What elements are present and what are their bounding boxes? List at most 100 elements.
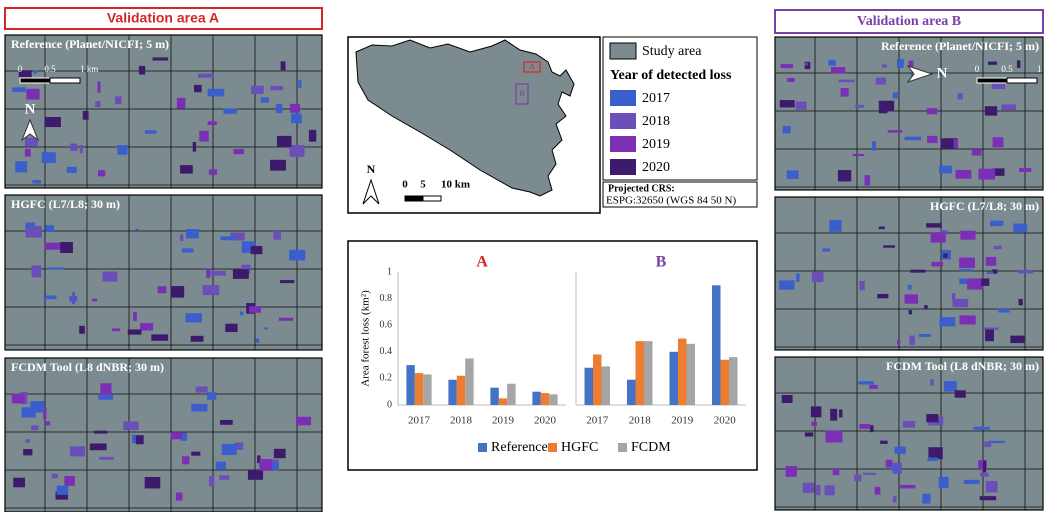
loss-patch [876, 78, 886, 85]
loss-patch [787, 78, 795, 82]
loss-patch [32, 265, 42, 277]
legend-label: 2019 [642, 137, 670, 152]
loss-patch [171, 432, 183, 439]
loss-patch [13, 478, 25, 488]
loss-patch [981, 278, 989, 285]
loss-patch [30, 401, 44, 413]
panel-label: Reference (Planet/NICFI; 5 m) [11, 37, 169, 51]
legend-swatch [610, 43, 636, 59]
panel-label: FCDM Tool (L8 dNBR; 30 m) [886, 359, 1039, 373]
loss-patch [831, 67, 845, 73]
loss-patch [251, 246, 263, 254]
loss-patch [1018, 299, 1022, 305]
legend-label: 2017 [642, 91, 670, 106]
loss-patch [908, 285, 912, 290]
scale-black [977, 78, 1007, 83]
loss-patch [872, 141, 876, 151]
bar [721, 360, 730, 405]
scale-black [20, 78, 50, 83]
bar [490, 388, 498, 405]
scale-black [405, 196, 423, 201]
scale-label: 10 km [441, 179, 470, 191]
scale-label: 1 km [1037, 64, 1047, 74]
loss-patch [882, 65, 887, 68]
loss-patch [779, 280, 794, 289]
loss-patch [180, 234, 183, 241]
bar [627, 380, 636, 405]
loss-patch [72, 292, 75, 304]
loss-patch [270, 160, 286, 171]
loss-patch [92, 299, 97, 302]
loss-patch [986, 257, 996, 266]
loss-patch [158, 286, 167, 293]
panel-label: HGFC (L7/L8; 30 m) [11, 197, 120, 211]
loss-patch [924, 305, 928, 309]
scale-label: 0 [975, 64, 980, 74]
map-panel [5, 195, 322, 350]
loss-patch [786, 466, 797, 477]
loss-patch [927, 108, 938, 114]
loss-patch [186, 313, 202, 322]
loss-patch [115, 96, 122, 104]
loss-patch [983, 461, 986, 473]
scale-label: 0.5 [1001, 64, 1013, 74]
loss-patch [830, 409, 837, 421]
loss-patch [261, 97, 269, 102]
loss-patch [905, 294, 919, 303]
legend-label: Study area [642, 44, 702, 59]
loss-patch [880, 441, 887, 444]
loss-patch [1017, 60, 1020, 68]
loss-patch [273, 231, 281, 240]
loss-patch [186, 229, 199, 238]
bar [406, 365, 414, 405]
loss-patch [220, 420, 233, 425]
legend-label: HGFC [561, 440, 598, 455]
loss-patch [80, 145, 83, 153]
loss-patch [26, 89, 39, 100]
loss-patch [248, 470, 263, 480]
loss-patch [98, 395, 113, 400]
loss-patch [15, 161, 27, 172]
loss-patch [298, 80, 301, 88]
loss-patch [191, 336, 204, 342]
loss-patch [858, 381, 874, 384]
loss-patch [112, 328, 120, 331]
loss-patch [203, 285, 219, 295]
legend-swatch [610, 90, 636, 106]
title-b: Validation area B [857, 14, 961, 29]
loss-patch [805, 63, 808, 66]
loss-patch [12, 87, 26, 92]
loss-patch [280, 280, 294, 283]
loss-patch [829, 220, 841, 232]
loss-patch [972, 149, 982, 155]
box-label: A [529, 62, 535, 71]
bar [585, 368, 594, 405]
bar [549, 394, 557, 405]
loss-patch [811, 406, 822, 417]
x-tick-label: 2017 [408, 415, 431, 427]
loss-patch [90, 443, 107, 450]
loss-patch [944, 381, 957, 391]
loss-patch [193, 142, 196, 152]
loss-patch [259, 459, 272, 471]
loss-patch [255, 339, 259, 343]
legend-swatch [548, 443, 557, 452]
loss-patch [222, 444, 237, 455]
bar [415, 373, 423, 405]
loss-patch [25, 223, 35, 227]
loss-patch [25, 149, 31, 157]
panel-title: A [476, 254, 488, 271]
bar [687, 344, 696, 405]
loss-patch [943, 253, 947, 257]
loss-patch [60, 242, 73, 253]
loss-patch [978, 169, 995, 180]
loss-patch [42, 152, 56, 163]
loss-patch [989, 441, 1005, 443]
crs: ESPG:32650 (WGS 84 50 N) [606, 195, 737, 207]
loss-patch [959, 257, 975, 268]
loss-patch [180, 165, 193, 173]
loss-patch [894, 447, 905, 454]
figure: Validation area AReference (Planet/NICFI… [0, 0, 1047, 512]
loss-patch [787, 170, 799, 179]
loss-patch [67, 167, 77, 173]
